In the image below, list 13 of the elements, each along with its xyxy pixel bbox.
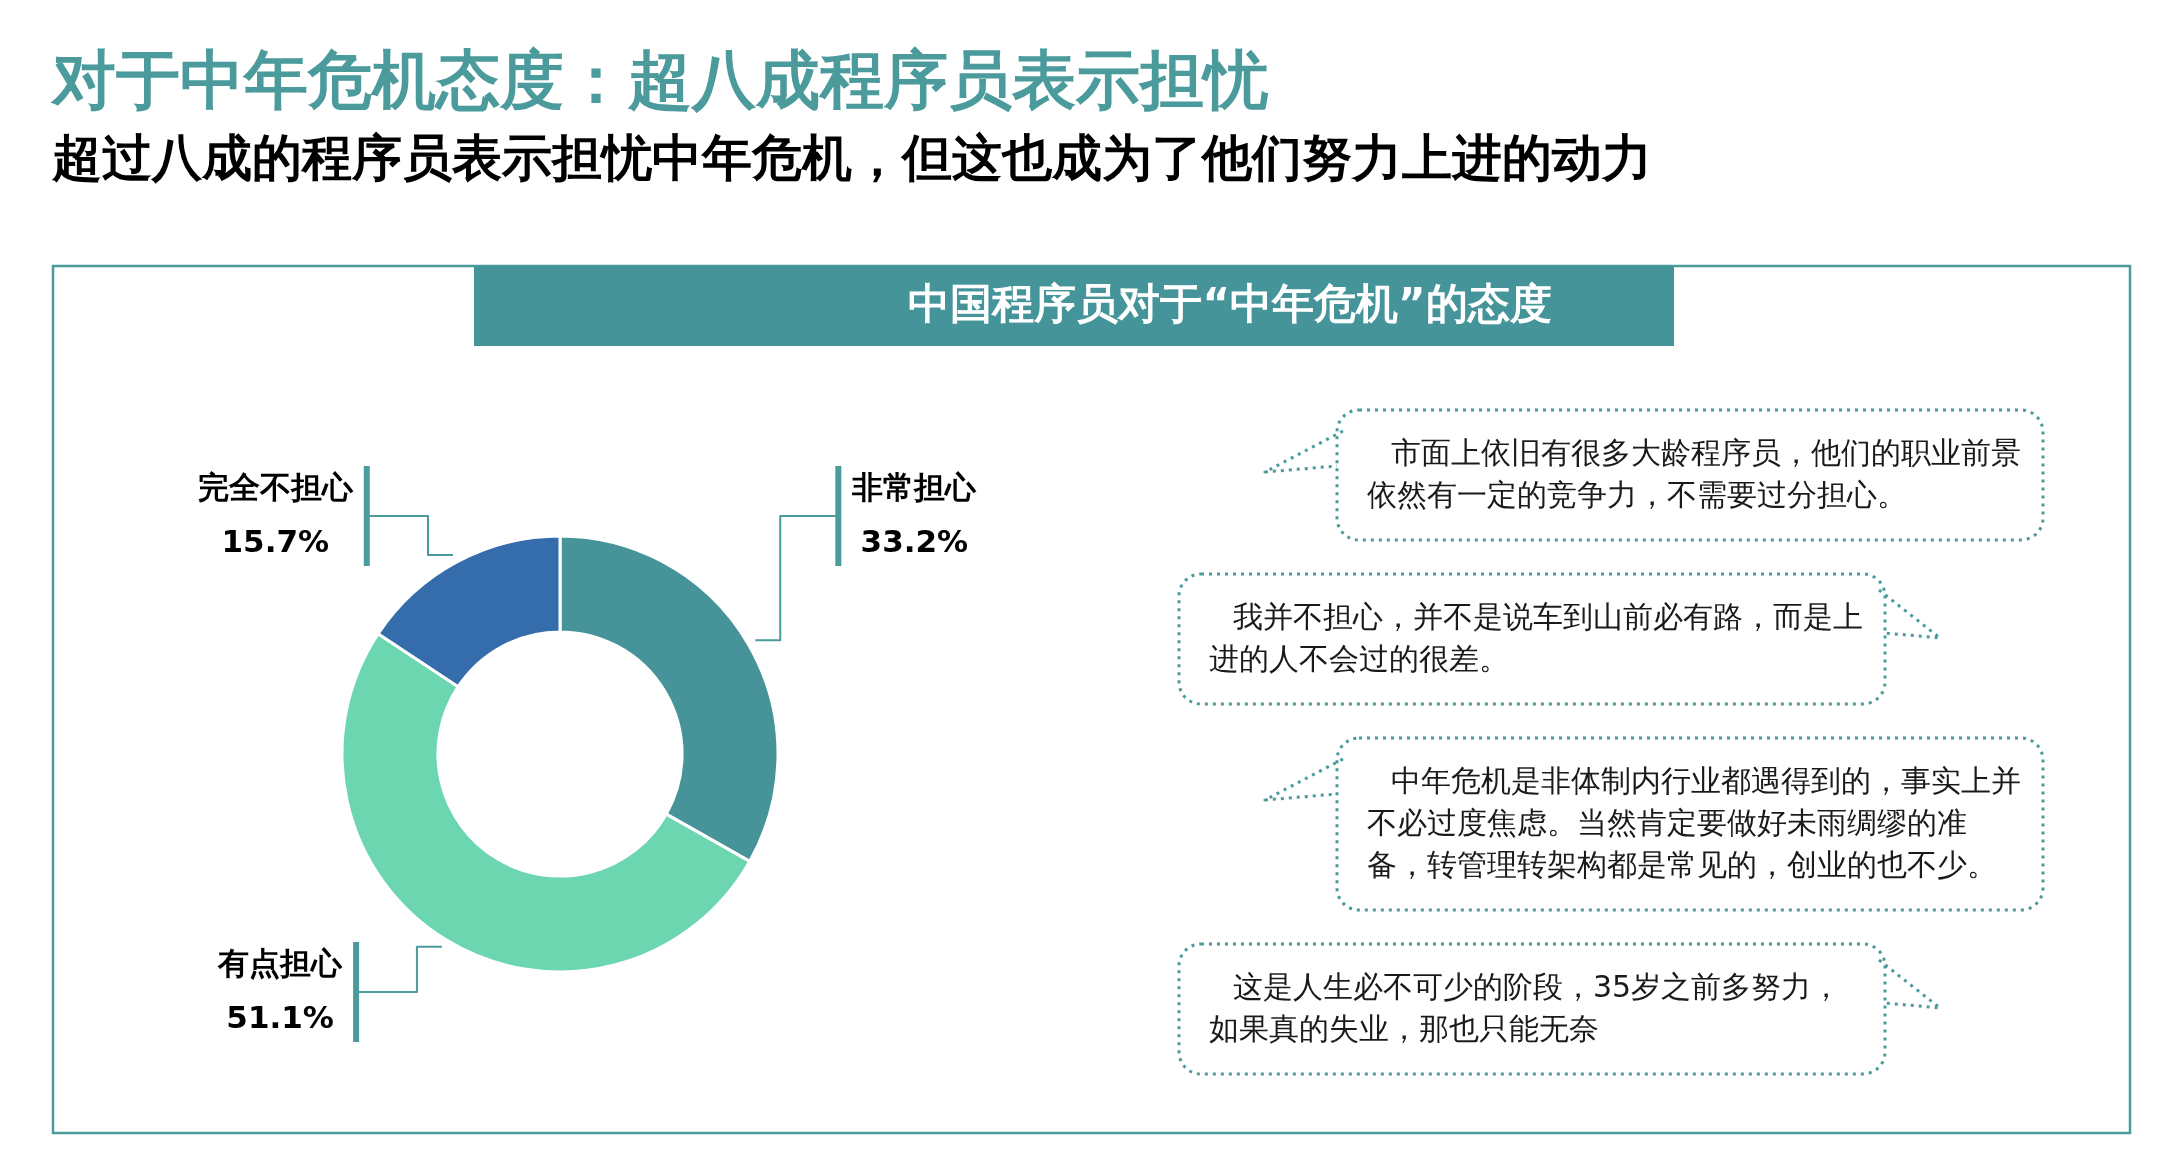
text: 中国程序员对于“中年危机”的态度 (908, 279, 1552, 328)
text: 这是人生必不可少的阶段，35岁之前多努力，如果真的失业，那也只能无奈 (1209, 969, 1842, 1046)
slice-label: 非常担心 (851, 469, 978, 505)
chart-subtitle: 超过八成的程序员表示担忧中年危机，但这也成为了他们努力上进的动力 (51, 129, 1652, 187)
text: 中年危机是非体制内行业都遇得到的，事实上并不必过度焦虑。当然肯定要做好未雨绸缪的准备，转管理转架构都是常见的，创业的也不少。 (1367, 763, 2021, 882)
slice-label: 完全不担心 (197, 469, 354, 505)
chart-title: 对于中年危机态度：超八成程序员表示担忧 (50, 43, 1269, 117)
text: 我并不担心，并不是说车到山前必有路，而是上进的人不会过的很差。 (1209, 599, 1863, 676)
data-label: 15.7% (221, 523, 330, 559)
text: 市面上依旧有很多大龄程序员，他们的职业前景依然有一定的竞争力，不需要过分担心。 (1367, 435, 2021, 512)
data-label: 51.1% (226, 999, 334, 1035)
data-label: 33.2% (860, 523, 969, 559)
slice-label: 有点担心 (217, 945, 344, 981)
